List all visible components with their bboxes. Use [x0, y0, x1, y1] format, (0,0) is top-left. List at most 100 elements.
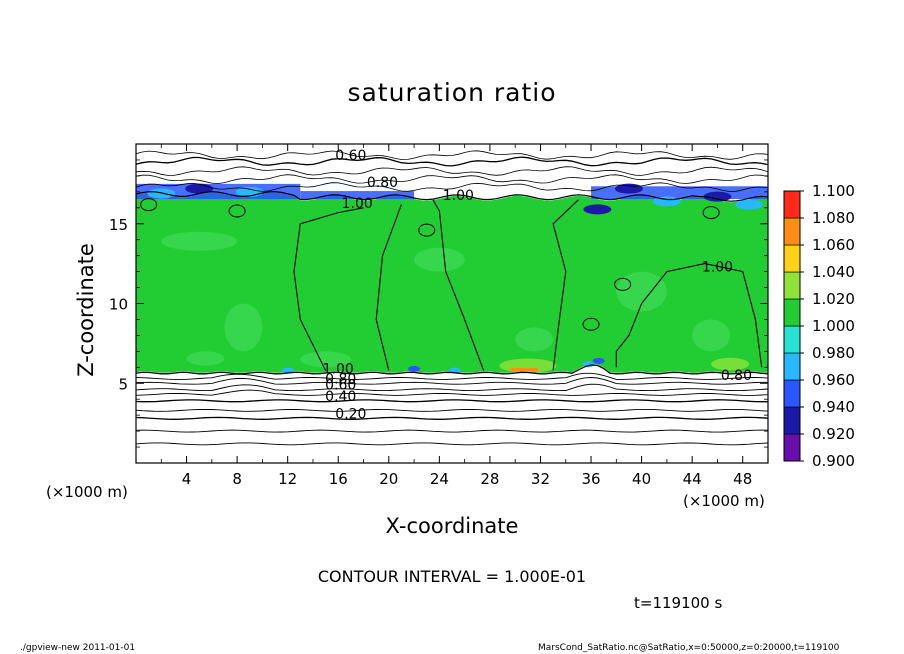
contour-low-5	[136, 389, 768, 396]
contour-interval-note: CONTOUR INTERVAL = 1.000E-01	[317, 567, 587, 586]
contour-label-7: 0.60	[325, 378, 356, 394]
x-tick-label-7: 32	[531, 470, 550, 488]
colorbar-label-0: 0.900	[812, 452, 855, 470]
contour-label-5: 1.00	[323, 362, 354, 378]
colorbar-label-1: 0.920	[812, 425, 855, 443]
contour-low-0	[136, 442, 768, 446]
cloud-top-fringe-1	[300, 191, 415, 200]
field-patch-5	[692, 319, 731, 352]
contour-closed-1	[614, 277, 632, 291]
contour-cloud-base	[136, 364, 768, 375]
contour-lines	[136, 150, 768, 446]
colorbar: 0.900 0.920 0.940 0.960 0.980 1.000 1.020 1.040…	[783, 182, 855, 470]
y-axis-label: Z-coordinate	[74, 243, 98, 377]
contour-closed-5	[702, 206, 720, 220]
contour-low-1	[136, 429, 768, 433]
contour-label-6: 0.80	[325, 371, 356, 387]
colorbar-swatch-4	[783, 325, 801, 354]
contour-labels: 0.600.801.00 1.001.001.000.800.600.400.20…	[323, 148, 752, 422]
colorbar-label-6: 1.020	[812, 290, 855, 308]
contour-high-4	[136, 150, 768, 160]
x-tick-label-5: 24	[430, 470, 449, 488]
fringe-blob-0	[147, 188, 176, 199]
base-speckle-4	[281, 367, 294, 374]
contour-closed-0	[418, 223, 436, 237]
footer-left: ./gpview-new 2011-01-01	[20, 643, 136, 653]
contour-high-2	[136, 166, 768, 176]
saturated-layer	[136, 192, 768, 373]
x-tick-label-0: 4	[182, 470, 192, 488]
contour-low-8	[136, 372, 768, 380]
colorbar-label-10: 1.100	[812, 182, 855, 200]
colorbar-label-5: 1.000	[812, 317, 855, 335]
contour-label-1: 0.80	[367, 175, 398, 191]
contour-high-0	[136, 182, 768, 192]
x-tick-label-3: 16	[329, 470, 348, 488]
contour-interior-0	[293, 207, 364, 371]
colorbar-swatch-9	[783, 190, 801, 219]
x-tick-label-11: 48	[733, 470, 752, 488]
field-patch-2	[300, 351, 351, 368]
colorbar-label-3: 0.960	[812, 371, 855, 389]
saturation-field	[136, 183, 768, 374]
colorbar-swatch-7	[783, 244, 801, 273]
x-unit-label-right: (×1000 m)	[683, 492, 765, 510]
fringe-blob-6	[735, 199, 764, 210]
colorbar-swatch-5	[783, 298, 801, 327]
contour-label-0: 0.60	[335, 148, 366, 164]
contour-label-3: 1.00	[443, 188, 474, 204]
y-tick-label-2: 15	[109, 216, 128, 234]
fringe-blob-7	[583, 204, 612, 215]
fringe-blob-5	[703, 191, 732, 202]
contour-low-3	[136, 408, 768, 412]
contour-closed-3	[228, 204, 246, 218]
colorbar-swatch-1	[783, 406, 801, 435]
colorbar-swatch-2	[783, 379, 801, 408]
field-patch-0	[161, 231, 238, 251]
y-tick-label-0: 5	[118, 375, 128, 393]
x-tick-label-1: 8	[232, 470, 242, 488]
colorbar-swatch-0	[783, 433, 801, 462]
field-patch-7	[186, 351, 225, 366]
supersat-patch-1	[711, 357, 750, 371]
field-patch-1	[224, 303, 263, 352]
contour-interior-2	[432, 199, 485, 371]
colorbar-label-9: 1.080	[812, 209, 855, 227]
contour-low-2	[136, 416, 768, 420]
x-tick-label-8: 36	[581, 470, 600, 488]
colorbar-label-7: 1.040	[812, 263, 855, 281]
colorbar-swatch-3	[783, 352, 801, 381]
y-tick-label-1: 10	[109, 296, 128, 314]
x-tick-label-9: 40	[632, 470, 651, 488]
field-patch-4	[616, 271, 667, 312]
time-label: t=119100 s	[634, 594, 723, 612]
contour-label-2: 1.00	[342, 196, 373, 212]
colorbar-label-4: 0.980	[812, 344, 855, 362]
field-patch-6	[515, 327, 554, 352]
contour-closed-2	[582, 317, 600, 331]
contour-interior-1	[375, 204, 402, 371]
contour-low-6	[136, 383, 768, 392]
contour-label-10: 0.80	[721, 368, 752, 384]
colorbar-swatch-8	[783, 217, 801, 246]
x-tick-label-10: 44	[683, 470, 702, 488]
contour-high-1	[136, 174, 768, 184]
contour-label-4: 1.00	[702, 260, 733, 276]
footer-right: MarsCond_SatRatio.nc@SatRatio,x=0:50000,…	[538, 643, 840, 653]
base-speckle-1	[592, 357, 605, 364]
x-axis-label: X-coordinate	[385, 514, 519, 538]
x-tick-label-2: 12	[278, 470, 297, 488]
contour-label-9: 0.20	[335, 406, 366, 422]
contour-closed-4	[140, 198, 158, 212]
chart-title: saturation ratio	[347, 78, 557, 107]
contour-low-4	[136, 399, 768, 403]
x-tick-label-4: 20	[379, 470, 398, 488]
colorbar-label-2: 0.940	[812, 398, 855, 416]
contour-low-7	[136, 377, 768, 385]
field-patch-3	[414, 247, 465, 272]
colorbar-label-8: 1.060	[812, 236, 855, 254]
supersat-sliver	[510, 368, 538, 372]
contour-interior-4	[615, 263, 763, 368]
